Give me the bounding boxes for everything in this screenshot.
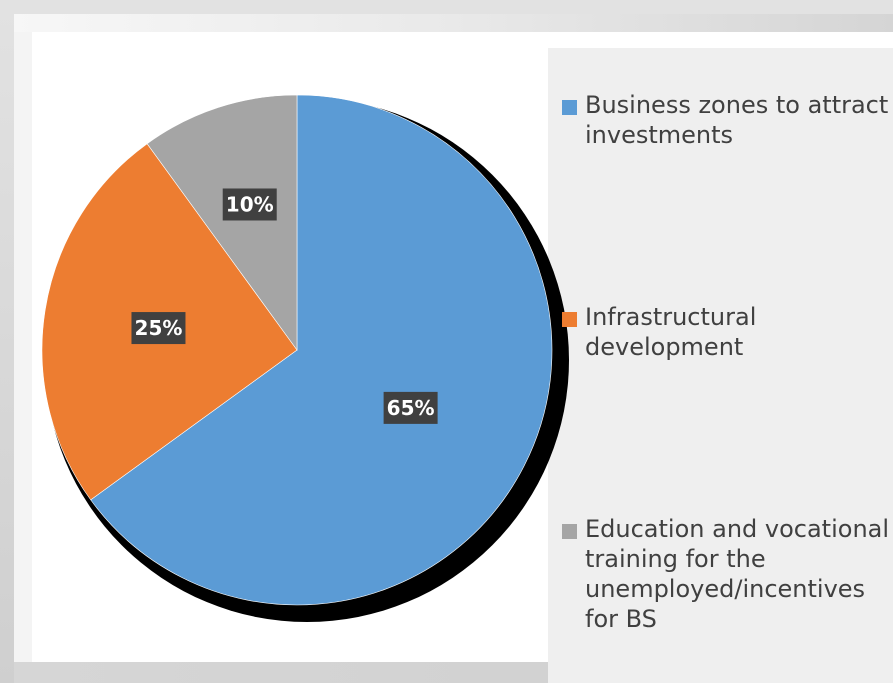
data-label-box-infrastructural	[131, 312, 186, 345]
pie-slices	[41, 94, 553, 606]
legend-panel	[548, 48, 893, 683]
legend-line: development	[585, 333, 744, 361]
frame-shadow-top	[14, 14, 893, 32]
legend-line: investments	[585, 121, 734, 149]
pie-data-labels: 65% 25% 10%	[131, 188, 438, 424]
data-label-education: 10%	[226, 192, 274, 216]
legend-item-education: Education and vocational training for th…	[562, 514, 892, 634]
data-label-business-zones: 65%	[387, 396, 435, 420]
legend-swatch-infrastructural	[562, 312, 577, 327]
legend-label-education: Education and vocational training for th…	[585, 514, 889, 634]
legend-label-business-zones: Business zones to attract investments	[585, 90, 888, 150]
legend-line: Infrastructural	[585, 303, 757, 331]
pie-slice-education	[146, 94, 298, 351]
legend-line: unemployed/incentives	[585, 575, 866, 603]
legend-item-infrastructural: Infrastructural development	[562, 302, 892, 362]
data-label-infrastructural: 25%	[135, 316, 183, 340]
legend-line: Business zones to attract	[585, 91, 889, 119]
data-label-box-business-zones	[383, 391, 438, 424]
legend-line: for BS	[585, 605, 657, 633]
legend-item-business-zones: Business zones to attract investments	[562, 90, 892, 150]
legend-line: Education and vocational	[585, 515, 890, 543]
data-label-box-education	[222, 188, 277, 221]
pie-slice-business-zones	[90, 94, 553, 606]
legend-swatch-business-zones	[562, 100, 577, 115]
legend-swatch-education	[562, 524, 577, 539]
legend-line: training for the	[585, 545, 766, 573]
frame-shadow-left	[14, 32, 32, 662]
legend-label-infrastructural: Infrastructural development	[585, 302, 756, 362]
